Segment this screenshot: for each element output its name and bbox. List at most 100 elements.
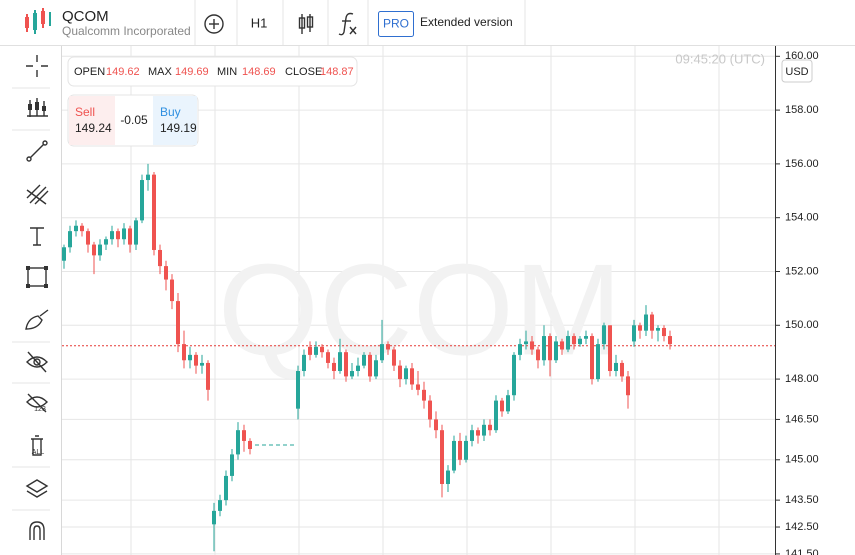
candle-body (98, 244, 102, 256)
indicator-tool[interactable] (27, 98, 48, 117)
axis-bg (776, 45, 855, 555)
sell-price: 149.24 (75, 121, 112, 135)
min-label: MIN (217, 66, 237, 78)
candle-body (614, 362, 618, 372)
candle-body (542, 336, 546, 361)
text-tool[interactable] (30, 227, 44, 246)
add-indicator-button[interactable] (204, 14, 224, 34)
candle-body (422, 389, 426, 401)
candle-body (632, 325, 636, 342)
candle-body (302, 354, 306, 372)
hide-values-tool[interactable] (26, 393, 48, 413)
symbol: QCOM (62, 8, 109, 25)
candle-body (488, 424, 492, 431)
delete-all-tool[interactable] (31, 435, 43, 456)
y-tick-label: 143.50 (785, 494, 819, 506)
chart-type-button[interactable] (298, 14, 314, 34)
y-tick-label: 156.00 (785, 158, 819, 170)
pro-badge[interactable] (378, 11, 414, 37)
clock: 09:45:20 (UTC) (675, 51, 765, 66)
header-separators (194, 0, 526, 45)
candle-body (110, 231, 114, 240)
shape-tool[interactable] (26, 266, 48, 288)
currency-badge[interactable] (781, 59, 813, 83)
max-label: MAX (148, 66, 173, 78)
toolbar (0, 46, 61, 555)
candle-body (518, 344, 522, 355)
candle-body (638, 325, 642, 331)
y-tick-label: 160.00 (785, 50, 819, 62)
candle-body (596, 344, 600, 380)
brush-tool[interactable] (25, 309, 49, 330)
candle-body (116, 231, 120, 240)
candle-body (530, 341, 534, 350)
buy-price: 149.19 (160, 121, 197, 135)
layers-tool[interactable] (25, 479, 49, 498)
candle-body (212, 510, 216, 525)
crosshair-tool[interactable] (26, 55, 48, 77)
candle-body (626, 376, 630, 396)
y-tick-label: 145.00 (785, 454, 819, 466)
candle-body (392, 349, 396, 366)
candle-body (440, 430, 444, 484)
trendline-tool[interactable] (26, 140, 48, 162)
candle-body (236, 430, 240, 455)
candle-body (242, 430, 246, 441)
hide-drawings-tool[interactable] (26, 351, 48, 373)
candle-body (476, 430, 480, 436)
candle-body (434, 419, 438, 431)
candle-body (602, 325, 606, 345)
candle-body (458, 440, 462, 460)
magnet-tool[interactable] (29, 521, 45, 540)
y-tick-label: 152.00 (785, 265, 819, 277)
ohlc-box (67, 56, 358, 87)
buy-button[interactable] (153, 96, 197, 145)
company: Qualcomm Incorporated (62, 24, 191, 38)
candle-body (362, 354, 366, 366)
candle-body (194, 354, 198, 366)
candle-body (668, 336, 672, 345)
candle-body (428, 400, 432, 420)
candle-body (584, 336, 588, 339)
candle-body (74, 225, 78, 232)
fib-tool[interactable] (26, 184, 49, 205)
candle-body (152, 174, 156, 250)
grid (62, 45, 775, 555)
candle-body (80, 225, 84, 232)
candle-body (182, 344, 186, 361)
y-tick-label: 142.50 (785, 521, 819, 533)
candle-body (404, 368, 408, 380)
candle-body (620, 362, 624, 377)
candle-body (464, 440, 468, 460)
candle-body (146, 174, 150, 181)
candle-body (206, 362, 210, 390)
max-value: 149.69 (175, 66, 209, 78)
candle-body (590, 336, 594, 380)
candle-body (248, 440, 252, 450)
watermark: QCOM (218, 236, 622, 382)
candle-body (548, 336, 552, 361)
extended-version[interactable]: Extended version (420, 15, 513, 29)
price-axis: 160.00 158.00 156.00 154.00 152.00 150.00 148.… (775, 45, 855, 555)
candle-body (446, 470, 450, 484)
hide-values-label: 123 (34, 406, 46, 413)
toolbar-separators (12, 87, 50, 511)
candle-body (452, 440, 456, 471)
candle-body (578, 338, 582, 345)
indicators-button[interactable] (338, 12, 357, 36)
candle-body (506, 395, 510, 412)
candle-body (200, 362, 204, 366)
close-value: 148.87 (320, 66, 354, 78)
y-tick-label: 141.50 (785, 548, 819, 555)
interval-button[interactable]: H1 (251, 15, 268, 30)
candle-body (356, 365, 360, 372)
candle-body (608, 325, 612, 372)
buy-label: Buy (160, 105, 181, 119)
sell-button[interactable] (69, 96, 115, 145)
candle-body (104, 239, 108, 245)
candle-body (86, 231, 90, 245)
candle-body (554, 341, 558, 361)
open-label: OPEN (74, 66, 105, 78)
